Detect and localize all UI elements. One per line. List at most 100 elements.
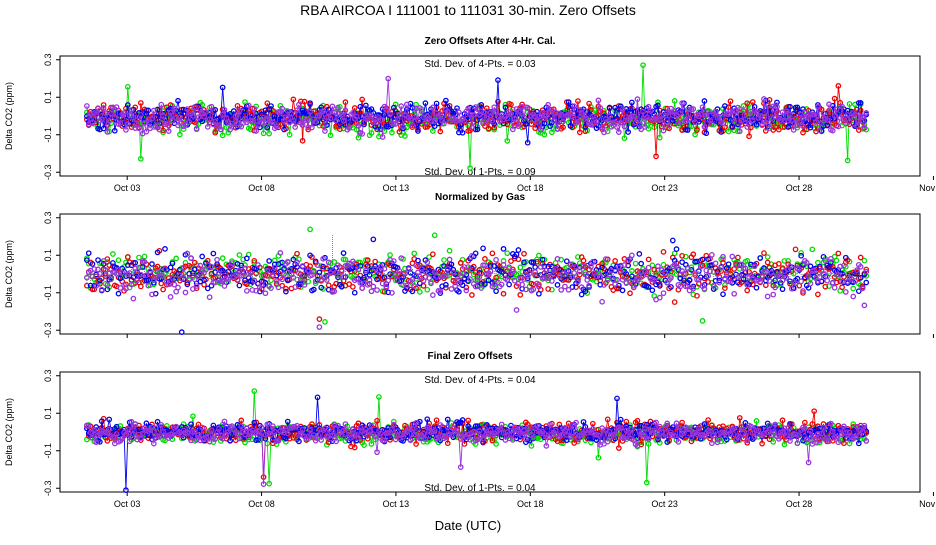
data-point <box>447 249 451 253</box>
data-point <box>637 252 641 256</box>
x-tick-label: Oct 03 <box>114 183 141 193</box>
data-point <box>721 292 725 296</box>
data-point <box>353 291 357 295</box>
data-point <box>658 295 662 299</box>
data-point <box>672 300 676 304</box>
data-point <box>442 258 446 262</box>
data-point <box>762 251 766 255</box>
data-point <box>116 291 120 295</box>
data-point <box>481 246 485 250</box>
data-point <box>176 285 180 289</box>
data-point <box>308 227 312 231</box>
y-tick-label: -0.1 <box>43 285 53 301</box>
data-point <box>537 253 541 257</box>
data-point <box>661 250 665 254</box>
data-point <box>418 290 422 294</box>
data-point <box>765 255 769 259</box>
data-point <box>142 254 146 258</box>
data-point <box>754 286 758 290</box>
data-point <box>139 284 143 288</box>
data-point <box>163 247 167 251</box>
data-point <box>736 255 740 259</box>
data-point <box>674 247 678 251</box>
series-segment <box>846 124 848 161</box>
data-point <box>200 254 204 258</box>
data-point <box>295 251 299 255</box>
y-tick-label: 0.3 <box>43 53 53 66</box>
data-point <box>222 284 226 288</box>
data-point <box>505 251 509 255</box>
data-point <box>723 286 727 290</box>
data-point <box>161 287 165 291</box>
data-point <box>537 292 541 296</box>
data-point <box>174 256 178 260</box>
data-point <box>317 317 321 321</box>
data-point <box>245 289 249 293</box>
data-point <box>131 296 135 300</box>
data-point <box>858 255 862 259</box>
data-point <box>745 288 749 292</box>
data-point <box>207 295 211 299</box>
data-point <box>431 252 435 256</box>
x-tick-label: Oct 28 <box>786 183 813 193</box>
data-point <box>425 288 429 292</box>
data-point <box>237 283 241 287</box>
data-point <box>464 288 468 292</box>
annotation-top: Std. Dev. of 4-Pts. = 0.03 <box>424 59 536 70</box>
data-point <box>501 292 505 296</box>
y-tick-label: -0.1 <box>43 127 53 143</box>
data-point <box>793 247 797 251</box>
data-point <box>433 233 437 237</box>
data-point <box>864 280 868 284</box>
data-point <box>816 292 820 296</box>
data-point <box>369 289 373 293</box>
x-tick-label: Oct 08 <box>248 183 275 193</box>
y-tick-label: 0.3 <box>43 211 53 224</box>
data-point <box>566 288 570 292</box>
data-point <box>780 287 784 291</box>
data-point <box>836 251 840 255</box>
y-axis-label: Delta CO2 (ppm) <box>4 240 14 308</box>
series-segment <box>386 79 388 110</box>
data-point <box>263 291 267 295</box>
data-point <box>87 251 91 255</box>
data-point <box>490 251 494 255</box>
data-point <box>628 291 632 295</box>
data-point <box>518 293 522 297</box>
y-tick-label: 0.1 <box>43 91 53 104</box>
data-point <box>412 251 416 255</box>
data-point <box>494 258 498 262</box>
data-point <box>211 251 215 255</box>
data-point <box>522 252 526 256</box>
data-point <box>661 291 665 295</box>
data-point <box>555 283 559 287</box>
data-point <box>111 252 115 256</box>
data-point <box>700 319 704 323</box>
data-point <box>501 247 505 251</box>
data-point <box>494 289 498 293</box>
data-point <box>613 259 617 263</box>
data-point <box>317 325 321 329</box>
data-point <box>514 308 518 312</box>
y-tick-label: 0.1 <box>43 249 53 262</box>
data-point <box>371 284 375 288</box>
data-point <box>373 259 377 263</box>
panel-title: Normalized by Gas <box>435 192 525 203</box>
data-point <box>116 258 120 262</box>
data-point <box>237 253 241 257</box>
data-point <box>284 289 288 293</box>
annotation-bottom: Std. Dev. of 1-Pts. = 0.09 <box>424 167 536 178</box>
data-point <box>810 247 814 251</box>
data-point <box>375 288 379 292</box>
data-point <box>215 257 219 261</box>
data-point <box>220 256 224 260</box>
data-point <box>323 320 327 324</box>
data-point <box>388 253 392 257</box>
data-point <box>834 258 838 262</box>
x-tick-label: Nov 02 <box>919 183 936 193</box>
data-point <box>326 283 330 287</box>
data-point <box>851 286 855 290</box>
data-point <box>516 248 520 252</box>
data-point <box>159 281 163 285</box>
